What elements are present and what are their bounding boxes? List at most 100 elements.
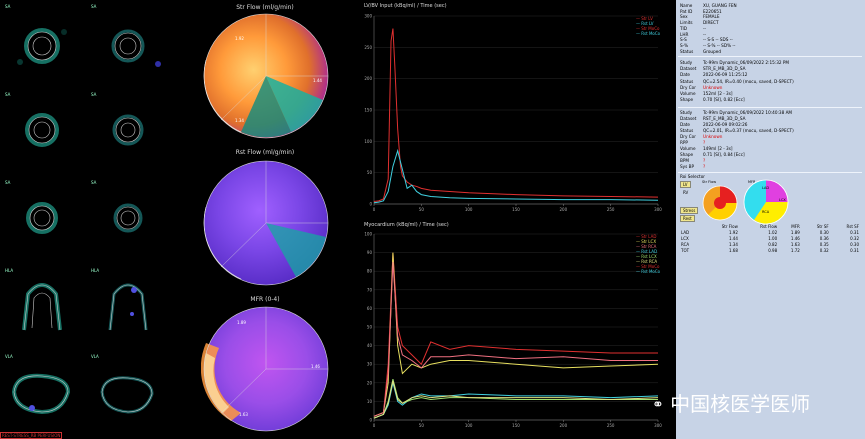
table-cell: LCX xyxy=(681,235,689,241)
info-panel: Name XU, GUANG FEN Pat ID E220651 Sex FEMALE L… xyxy=(676,0,865,439)
chart-lv-input[interactable]: 0 50 100 150 200 250 300 0 50 100 150 200 250 300 xyxy=(360,8,670,218)
info-row: Sys BP? xyxy=(680,164,705,169)
table-cell: LAD xyxy=(681,229,690,235)
divider xyxy=(678,107,862,108)
legend-swatch: — xyxy=(636,249,642,254)
table-cell: 1.68 xyxy=(728,247,738,253)
table-cell: TOT xyxy=(681,247,690,253)
flow-table: Str Flow Rst Flow MFR Str SF Rst SF LAD 1.92 1.… xyxy=(680,223,860,253)
table-cell: 1.63 xyxy=(790,241,800,247)
slice-panel[interactable]: SA xyxy=(2,90,82,168)
slice-panel-label: VLA xyxy=(91,354,99,359)
info-key: Dry Cor xyxy=(680,134,696,139)
legend-swatch: — xyxy=(636,31,642,36)
table-cell: 1.34 xyxy=(728,241,738,247)
legend-label: Str MoCo xyxy=(641,26,660,31)
table-cell: 0.36 xyxy=(819,235,829,241)
slice-panel[interactable]: SA xyxy=(2,178,82,256)
mini-polar-rca: RCA xyxy=(762,210,770,214)
info-value: Grouped xyxy=(703,48,721,54)
slice-panel[interactable]: VLA xyxy=(88,352,168,430)
info-row: Dataset STR_E_MB_3D_D_SA xyxy=(680,66,745,71)
chart-myocardium[interactable]: 0 10 20 30 40 50 60 70 80 90 100 0 50 100 150 200 250 300 xyxy=(360,226,670,434)
legend-swatch: — xyxy=(636,244,642,249)
info-row: Volume 149ml [2 - 3s] xyxy=(680,146,733,151)
mini-polar-mfr[interactable] xyxy=(742,178,790,226)
info-row: LHR -- xyxy=(680,32,706,37)
info-key: Study xyxy=(680,110,693,115)
divider xyxy=(678,56,862,57)
mini-polar-stress[interactable] xyxy=(700,184,740,222)
legend-entry: — Str LCX xyxy=(636,239,660,244)
y-tick-label: 70 xyxy=(367,287,373,292)
rv-button[interactable]: RV xyxy=(683,190,689,195)
polar-map-column: Str Flow (ml/g/min) 1.92 1.44 1.34 Rst F… xyxy=(195,0,345,439)
legend-swatch: — xyxy=(636,264,642,269)
slice-panel[interactable]: SA xyxy=(2,2,82,80)
table-row: RCA 1.34 0.82 1.63 0.35 0.30 xyxy=(680,241,860,247)
legend-label: Rst LAD xyxy=(641,249,658,254)
legend-swatch: — xyxy=(636,239,642,244)
info-value: Tc-99m Dynamic_06/09/2022 2:15:32 PM xyxy=(703,60,790,65)
polar-map-stress-flow[interactable] xyxy=(201,10,331,142)
series-line xyxy=(373,380,659,419)
slice-panel-label: SA xyxy=(91,4,97,9)
info-key: Status xyxy=(680,78,694,84)
info-key: Limits xyxy=(680,20,693,26)
roi-selector-label: Roi Selector xyxy=(680,174,705,179)
slice-image xyxy=(113,203,143,233)
info-value: RST_E_MB_3D_D_SA xyxy=(703,116,746,121)
table-cell: 0.31 xyxy=(850,229,859,235)
slice-panel[interactable]: SA xyxy=(88,178,168,256)
legend-label: Rst RCA xyxy=(641,259,658,264)
slice-panel[interactable]: VLA xyxy=(2,352,82,430)
rest-button[interactable]: Rest xyxy=(680,215,695,222)
slice-panel[interactable]: SA xyxy=(88,90,168,168)
info-value: STR_E_MB_3D_D_SA xyxy=(703,66,746,72)
x-tick-label: 150 xyxy=(512,423,520,428)
info-value: Tc-99m Dynamic_06/09/2022 10:40:38 AM xyxy=(703,110,793,115)
table-header: MFR xyxy=(791,223,800,229)
legend-label: Str RCA xyxy=(641,244,657,249)
x-tick-label: 300 xyxy=(654,423,662,428)
table-cell: 1.89 xyxy=(790,229,800,235)
polar-map-mfr[interactable] xyxy=(201,303,331,435)
y-tick-label: 250 xyxy=(364,45,372,50)
slice-panel[interactable]: HLA xyxy=(2,266,82,344)
info-row: RPP? xyxy=(680,140,705,145)
table-header: Str SF xyxy=(816,223,829,229)
legend-myo: — Str LAD — Str LCX — Str RCA — Rst LAD — Rs… xyxy=(636,234,660,274)
slice-image xyxy=(22,283,62,331)
series-line xyxy=(373,148,659,204)
bottom-status-link[interactable]: REST-STRESS_RB PERFUSION xyxy=(0,432,63,439)
polar-map-rest-flow[interactable] xyxy=(201,157,331,289)
y-tick-label: 100 xyxy=(364,232,372,237)
slice-image xyxy=(25,113,59,147)
slice-panel[interactable]: SA xyxy=(88,2,168,80)
info-row: Volume 152ml [2 - 3s] xyxy=(680,91,733,96)
mini-polar-left-label: Str Flow xyxy=(702,180,717,184)
legend-label: Rst LV xyxy=(641,21,654,26)
table-header: Rst Flow xyxy=(760,223,778,229)
y-tick-label: 10 xyxy=(367,399,373,404)
slice-panel[interactable]: HLA xyxy=(88,266,168,344)
legend-swatch: — xyxy=(636,269,642,274)
info-value: -- S-S -- SDS -- xyxy=(703,37,733,43)
legend-label: Rst MoCo xyxy=(641,31,661,36)
info-key: Dry Cor xyxy=(680,84,696,90)
wechat-icon: ⚭ xyxy=(652,397,664,413)
legend-swatch: — xyxy=(636,21,642,26)
y-tick-label: 0 xyxy=(369,202,372,207)
stress-button[interactable]: Stress xyxy=(680,207,699,214)
slice-panel-label: SA xyxy=(5,92,11,97)
legend-entry: — Rst LAD xyxy=(636,249,660,254)
slice-viewer: SA SA SA SA S xyxy=(0,0,175,439)
lv-button[interactable]: LV xyxy=(680,181,691,188)
info-key: Volume xyxy=(680,91,696,96)
table-cell: 0.82 xyxy=(768,241,778,247)
slice-panel-label: SA xyxy=(5,180,11,185)
legend-swatch: — xyxy=(636,254,642,259)
table-cell: 0.30 xyxy=(850,241,859,247)
legend-entry: — Str LV xyxy=(636,16,660,21)
table-cell: 1.02 xyxy=(768,229,778,235)
